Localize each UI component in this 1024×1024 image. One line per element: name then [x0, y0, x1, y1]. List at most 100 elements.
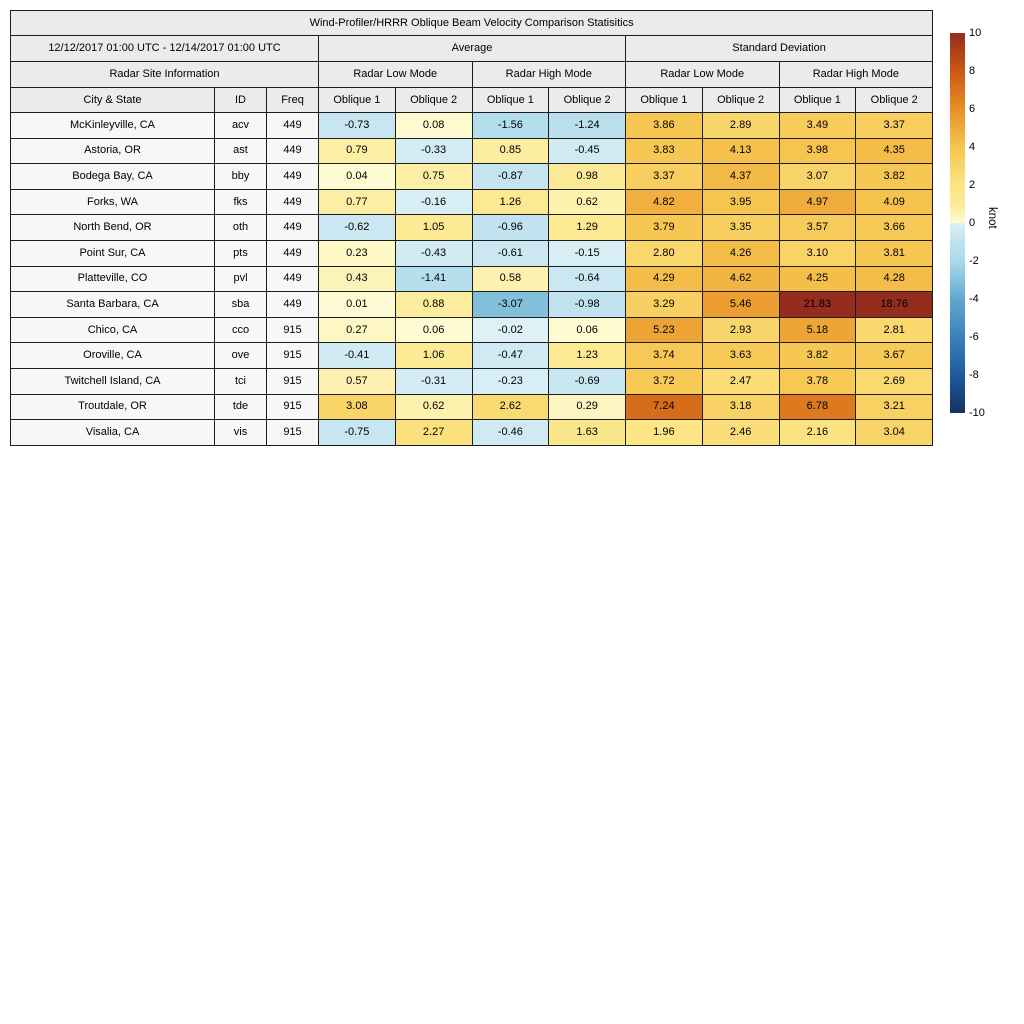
freq-cell: 915 — [266, 367, 319, 395]
oblique-column-header: Oblique 2 — [394, 87, 473, 113]
value-cell: 0.01 — [318, 291, 396, 318]
value-cell: 4.25 — [778, 265, 857, 293]
table-title: Wind-Profiler/HRRR Oblique Beam Velocity… — [9, 10, 934, 36]
colorbar-tick-label: -10 — [969, 407, 985, 419]
value-cell: -0.43 — [394, 239, 473, 267]
value-cell: 4.26 — [701, 239, 780, 267]
value-cell: 1.26 — [471, 188, 550, 216]
table-row: Astoria, OR ast 449 0.79 -0.33 0.85 -0.45 3.83 4… — [10, 137, 934, 165]
oblique-column-header: Oblique 2 — [855, 87, 934, 113]
oblique-column-header: Oblique 1 — [471, 87, 550, 113]
oblique-column-header: Oblique 2 — [548, 87, 626, 113]
value-cell: -0.02 — [471, 316, 550, 344]
freq-cell: 915 — [266, 419, 319, 446]
value-cell: 3.82 — [855, 163, 934, 190]
value-cell: 0.62 — [394, 393, 473, 421]
table-row: Chico, CA cco 915 0.27 0.06 -0.02 0.06 5.23 2.93… — [10, 316, 934, 344]
table-row: McKinleyville, CA acv 449 -0.73 0.08 -1.56 -1.… — [10, 112, 934, 139]
colorbar-tick-label: -8 — [969, 369, 979, 381]
table-row: Santa Barbara, CA sba 449 0.01 0.88 -3.07 -0.9… — [10, 291, 934, 318]
value-cell: 3.98 — [778, 137, 857, 165]
value-cell: 1.05 — [394, 214, 473, 241]
site-id-cell: cco — [214, 316, 267, 344]
value-cell: 1.23 — [548, 342, 626, 369]
value-cell: 3.10 — [778, 239, 857, 267]
site-id-cell: tde — [214, 393, 267, 421]
value-cell: 4.35 — [855, 137, 934, 165]
value-cell: 0.98 — [548, 163, 626, 190]
value-cell: 0.06 — [548, 316, 626, 344]
value-cell: 4.37 — [701, 163, 780, 190]
city-state-cell: Twitchell Island, CA — [10, 367, 215, 395]
value-cell: 2.89 — [701, 112, 780, 139]
stat-group-row: 12/12/2017 01:00 UTC - 12/14/2017 01:00 … — [10, 35, 934, 62]
value-cell: 0.27 — [318, 316, 396, 344]
site-id-cell: pts — [214, 239, 267, 267]
value-cell: -1.41 — [394, 265, 473, 293]
value-cell: -0.75 — [318, 419, 396, 446]
site-id-cell: sba — [214, 291, 267, 318]
value-cell: -0.15 — [548, 239, 626, 267]
value-cell: 2.27 — [394, 419, 473, 446]
value-cell: 3.66 — [855, 214, 934, 241]
value-cell: 0.57 — [318, 367, 396, 395]
value-cell: -0.62 — [318, 214, 396, 241]
city-state-cell: McKinleyville, CA — [10, 112, 215, 139]
freq-cell: 915 — [266, 393, 319, 421]
oblique-column-header: Oblique 1 — [625, 87, 703, 113]
title-row: Wind-Profiler/HRRR Oblique Beam Velocity… — [9, 10, 934, 36]
city-state-cell: Point Sur, CA — [10, 239, 215, 267]
value-cell: 0.79 — [318, 137, 396, 165]
site-id-cell: vis — [214, 419, 267, 446]
avg-high-mode-header: Radar High Mode — [471, 61, 626, 88]
table-row: Troutdale, OR tde 915 3.08 0.62 2.62 0.29 7.24 3… — [10, 393, 934, 421]
value-cell: 3.57 — [778, 214, 857, 241]
value-cell: 2.81 — [855, 316, 934, 344]
radar-site-info-header: Radar Site Information — [10, 61, 319, 88]
value-cell: -0.64 — [548, 265, 626, 293]
value-cell: 4.97 — [778, 188, 857, 216]
freq-cell: 449 — [266, 291, 319, 318]
colorbar-gradient — [950, 33, 965, 413]
site-id-cell: acv — [214, 112, 267, 139]
city-state-cell: Platteville, CO — [10, 265, 215, 293]
value-cell: -3.07 — [471, 291, 550, 318]
value-cell: 3.04 — [855, 419, 934, 446]
value-cell: 0.08 — [394, 112, 473, 139]
value-cell: 3.49 — [778, 112, 857, 139]
colorbar-tick-label: 2 — [969, 179, 976, 191]
value-cell: -0.87 — [471, 163, 550, 190]
value-cell: 1.63 — [548, 419, 626, 446]
table-row: Forks, WA fks 449 0.77 -0.16 1.26 0.62 4.82 3.95… — [10, 188, 934, 216]
value-cell: 1.29 — [548, 214, 626, 241]
colorbar-tick-label: 0 — [969, 217, 976, 229]
value-cell: -0.47 — [471, 342, 550, 369]
value-cell: 2.62 — [471, 393, 550, 421]
mode-group-row: Radar Site Information Radar Low Mode Ra… — [10, 61, 934, 88]
site-id-cell: oth — [214, 214, 267, 241]
city-state-cell: North Bend, OR — [10, 214, 215, 241]
city-state-cell: Bodega Bay, CA — [10, 163, 215, 190]
value-cell: 0.58 — [471, 265, 550, 293]
freq-column-header: Freq — [266, 87, 319, 113]
value-cell: 2.46 — [701, 419, 780, 446]
city-state-cell: Oroville, CA — [10, 342, 215, 369]
std-low-mode-header: Radar Low Mode — [625, 61, 780, 88]
table-row: Bodega Bay, CA bby 449 0.04 0.75 -0.87 0.98 3.3… — [10, 163, 934, 190]
column-header-row: City & State ID Freq Oblique 1 Oblique 2… — [10, 87, 934, 113]
city-state-column-header: City & State — [10, 87, 215, 113]
value-cell: 21.83 — [778, 291, 857, 318]
value-cell: 3.37 — [625, 163, 703, 190]
value-cell: 3.74 — [625, 342, 703, 369]
avg-low-mode-header: Radar Low Mode — [318, 61, 473, 88]
value-cell: 0.23 — [318, 239, 396, 267]
value-cell: 3.95 — [701, 188, 780, 216]
site-id-cell: fks — [214, 188, 267, 216]
freq-cell: 449 — [266, 163, 319, 190]
freq-cell: 449 — [266, 214, 319, 241]
value-cell: -0.23 — [471, 367, 550, 395]
value-cell: 3.67 — [855, 342, 934, 369]
value-cell: -0.16 — [394, 188, 473, 216]
value-cell: -0.96 — [471, 214, 550, 241]
